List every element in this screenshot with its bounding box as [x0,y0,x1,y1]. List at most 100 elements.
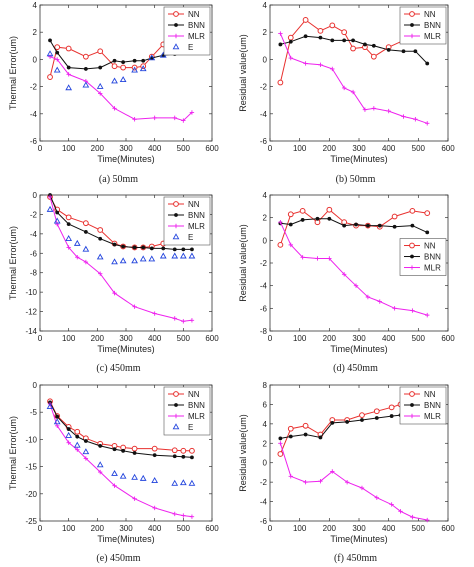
data-point [377,223,382,228]
y-tick-label: -6 [30,249,38,258]
y-tick-label: -6 [260,517,268,526]
chart-panel: 0 100 200 300 400 500 600 -6 -4 -2 0 2 4 6 8 Time(Minut… [238,381,455,544]
y-axis-label: Residual value(um) [238,34,248,112]
data-point [172,316,177,321]
data-point [330,66,335,72]
series-bnn [278,34,430,66]
x-tick-label: 200 [323,334,337,343]
data-point [303,61,308,66]
y-tick-label: -10 [25,288,37,297]
data-point [148,255,156,262]
legend-marker [410,254,414,259]
data-point [65,214,72,221]
data-point [149,246,154,251]
data-point [172,454,177,459]
legend-marker [409,242,415,249]
data-point [54,44,61,51]
data-point [330,420,335,425]
legend-marker [409,33,415,39]
data-point [83,439,88,443]
data-point [97,48,104,55]
data-point [171,252,179,259]
data-point [277,451,284,457]
data-point [389,502,394,507]
data-point [409,207,416,214]
data-point [389,414,394,418]
y-tick-label: 2 [263,28,268,37]
data-point [66,440,71,445]
legend-label: NN [188,390,200,399]
x-tick-label: 200 [323,144,337,153]
data-point [327,256,332,261]
series-mlr [47,194,195,324]
series-mlr [278,220,430,318]
data-point [172,247,177,252]
legend-marker [174,23,178,27]
data-point [112,58,117,63]
data-point [278,220,283,225]
data-point [46,50,54,57]
data-point [359,485,365,491]
legend-label: NN [424,242,436,251]
data-point [66,222,71,227]
data-point [413,49,418,54]
data-point [425,61,430,66]
y-tick-label: -2 [260,478,268,487]
data-point [278,42,283,47]
data-point [65,234,73,241]
data-point [66,65,71,70]
data-point [388,404,395,411]
legend: NN BNN MLR E [163,6,211,56]
legend-marker [409,265,415,270]
data-point [83,67,88,71]
legend-marker [173,11,179,17]
data-point [288,434,293,439]
legend-box [399,238,447,276]
data-point [287,211,294,218]
data-point [288,39,293,44]
legend-marker [172,43,180,50]
x-axis-label: Time(Minutes) [330,534,387,544]
data-point [277,79,284,86]
data-point [424,210,431,217]
legend-label: MLR [188,222,205,231]
series-nn [277,398,431,457]
data-point [392,224,397,229]
data-point [410,514,415,520]
data-point [83,456,89,461]
legend-box [163,6,211,56]
y-tick-label: -12 [25,308,37,317]
x-tick-label: 100 [293,144,307,153]
legend-label: E [188,423,193,432]
data-point [47,54,53,59]
data-point [317,27,324,34]
data-point [111,63,118,70]
data-point [132,496,137,501]
x-tick-label: 400 [148,144,162,153]
data-point [139,65,147,72]
data-point [302,422,309,429]
y-axis-label: Thermal Error(um) [8,416,18,490]
data-point [46,205,54,212]
data-point [181,319,186,324]
data-point [97,227,104,233]
data-point [96,461,104,468]
data-point [377,299,382,304]
data-point [139,474,147,481]
legend-label: BNN [424,401,441,410]
data-point [98,271,103,276]
legend-box [163,196,211,246]
data-point [141,58,146,63]
y-tick-label: 0 [263,55,268,64]
data-point [161,246,166,251]
y-tick-label: 0 [33,191,38,200]
data-point [374,495,379,500]
legend: NN BNN MLR [399,238,447,276]
data-point [75,254,80,260]
data-point [181,513,186,518]
data-point [277,241,284,248]
data-point [120,64,127,71]
x-tick-label: 200 [91,144,105,153]
data-point [152,505,157,511]
